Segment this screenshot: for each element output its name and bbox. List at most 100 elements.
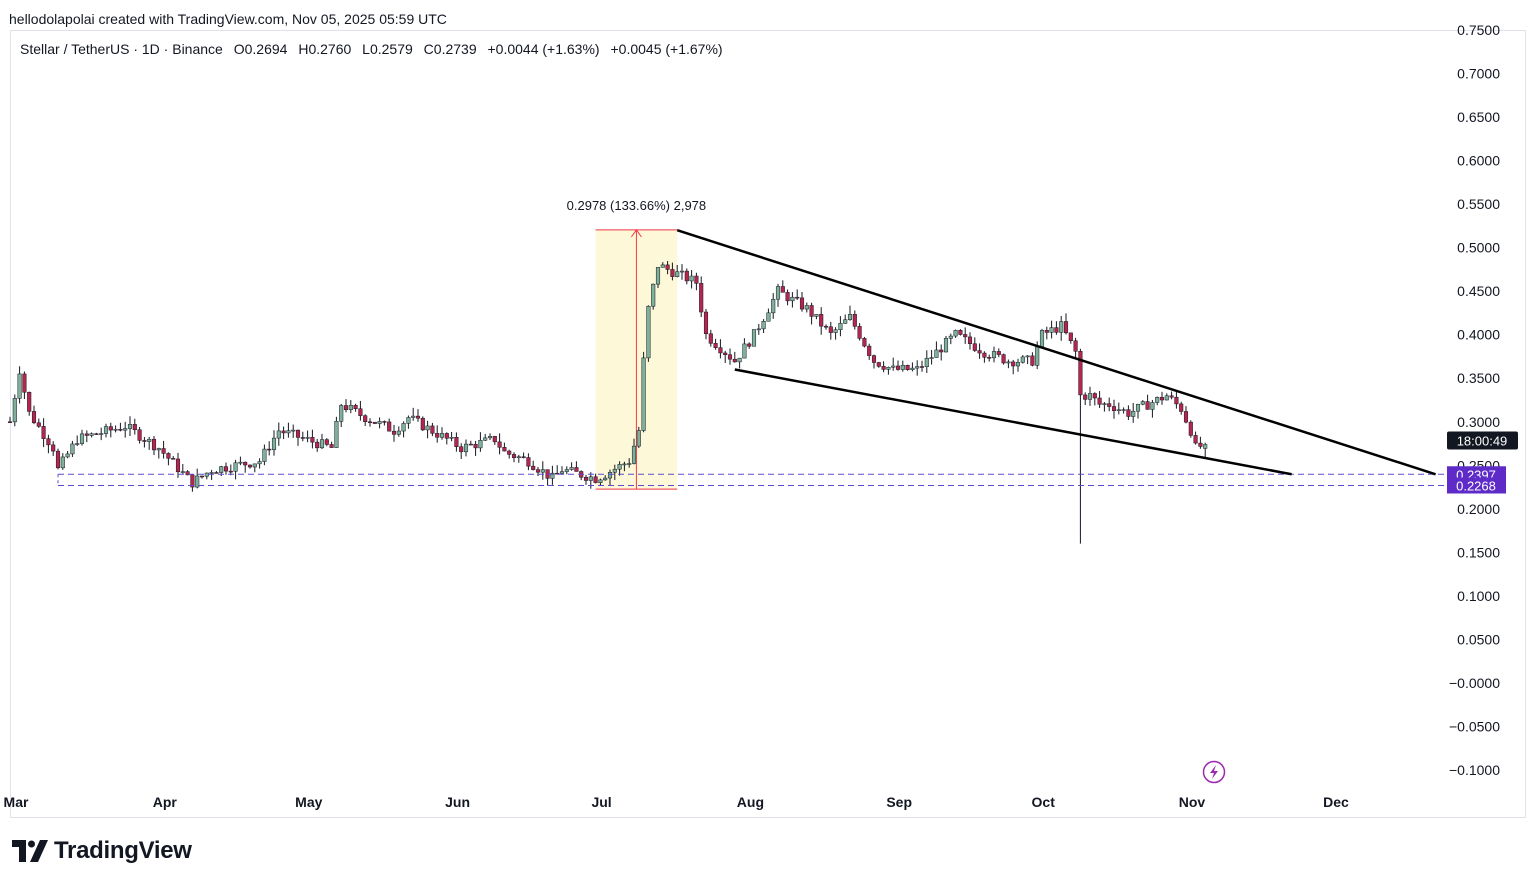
candle bbox=[583, 475, 589, 485]
candle bbox=[223, 462, 229, 475]
candle bbox=[819, 307, 824, 335]
measure-label: 0.2978 (133.66%) 2,978 bbox=[567, 198, 707, 213]
candle-body bbox=[977, 350, 982, 354]
candle-body bbox=[814, 314, 819, 317]
candle-body bbox=[727, 354, 733, 360]
time-tick-label: Aug bbox=[737, 794, 764, 810]
candle bbox=[305, 430, 310, 443]
candle bbox=[286, 422, 291, 438]
candle-body bbox=[300, 437, 305, 439]
candle-body bbox=[142, 440, 147, 442]
candle-body bbox=[679, 270, 685, 273]
candle-body bbox=[684, 270, 689, 282]
candle-body bbox=[1083, 394, 1088, 400]
time-tick-label: Apr bbox=[153, 794, 178, 810]
candle-body bbox=[540, 469, 545, 473]
trendline-upper bbox=[676, 229, 1436, 476]
candle-body bbox=[1150, 402, 1155, 410]
candle bbox=[809, 302, 814, 325]
low-value: L0.2579 bbox=[362, 41, 413, 57]
candle bbox=[7, 416, 13, 424]
candle-body bbox=[699, 283, 704, 313]
candle bbox=[1140, 400, 1145, 406]
candle bbox=[723, 350, 728, 364]
candle bbox=[847, 305, 853, 321]
candle bbox=[1203, 442, 1208, 459]
candle bbox=[84, 430, 89, 443]
candle bbox=[655, 267, 661, 289]
candle bbox=[31, 405, 37, 425]
time-axis: Mar Apr May Jun Jul Aug Sep Oct Nov Dec bbox=[4, 794, 1350, 810]
candle bbox=[195, 468, 200, 489]
candle-body bbox=[7, 421, 13, 424]
price-tick-label: −0.0500 bbox=[1449, 718, 1500, 734]
candle bbox=[838, 316, 843, 337]
candle bbox=[775, 283, 781, 307]
candle bbox=[334, 416, 339, 448]
candle bbox=[339, 403, 344, 428]
candle-body bbox=[1054, 327, 1059, 333]
candle-body bbox=[12, 398, 17, 423]
price-tick-label: 0.1000 bbox=[1457, 588, 1500, 604]
candle-body bbox=[857, 326, 862, 339]
candle-body bbox=[598, 479, 603, 483]
candle bbox=[991, 346, 997, 363]
candle bbox=[1150, 399, 1155, 418]
candle-body bbox=[51, 444, 56, 452]
candle-body bbox=[929, 357, 934, 359]
candle bbox=[843, 314, 848, 324]
candle bbox=[790, 292, 795, 308]
candle-body bbox=[799, 297, 805, 310]
candle-body bbox=[147, 438, 152, 442]
candle-body bbox=[1049, 327, 1054, 333]
candle-body bbox=[795, 296, 800, 299]
candle bbox=[531, 460, 536, 471]
candle bbox=[1174, 391, 1179, 409]
candle bbox=[36, 418, 41, 428]
candle bbox=[353, 403, 358, 412]
candle-body bbox=[339, 405, 344, 422]
candle-body bbox=[1183, 411, 1189, 423]
candle-body bbox=[939, 349, 944, 353]
candle-body bbox=[665, 264, 670, 270]
candle bbox=[967, 332, 973, 350]
candle-body bbox=[84, 433, 89, 436]
candle-body bbox=[166, 453, 171, 459]
candle bbox=[646, 305, 651, 362]
candle bbox=[915, 360, 920, 376]
candle bbox=[876, 361, 881, 368]
candle bbox=[987, 354, 992, 362]
time-tick-label: May bbox=[295, 794, 322, 810]
candle-body bbox=[603, 477, 608, 481]
candle-body bbox=[406, 417, 411, 424]
time-tick-label: Jul bbox=[591, 794, 611, 810]
candle-body bbox=[99, 433, 104, 435]
candle bbox=[89, 432, 94, 438]
candle-body bbox=[862, 338, 867, 347]
candle bbox=[891, 357, 896, 371]
candle bbox=[555, 465, 560, 475]
candle-body bbox=[694, 275, 699, 284]
candle bbox=[747, 342, 752, 349]
candle-body bbox=[675, 271, 680, 277]
candle bbox=[737, 357, 742, 369]
candle-body bbox=[291, 429, 296, 432]
candle bbox=[1068, 332, 1073, 344]
symbol-legend: Stellar / TetherUS · 1D · Binance O0.269… bbox=[20, 41, 730, 57]
lightning-icon-bolt bbox=[1210, 765, 1218, 779]
candle-body bbox=[454, 437, 459, 447]
candle bbox=[439, 427, 445, 440]
candle-body bbox=[521, 456, 526, 458]
candle bbox=[569, 462, 574, 471]
candle bbox=[435, 425, 440, 443]
candle-body bbox=[833, 329, 838, 333]
candle bbox=[257, 458, 262, 469]
candle bbox=[401, 421, 406, 438]
candle bbox=[252, 463, 257, 473]
candle bbox=[694, 272, 699, 291]
candle-body bbox=[766, 312, 771, 322]
candle-body bbox=[439, 433, 445, 438]
lightning-icon[interactable] bbox=[1202, 760, 1226, 784]
symbol-name[interactable]: Stellar / TetherUS · 1D · Binance bbox=[20, 41, 223, 57]
